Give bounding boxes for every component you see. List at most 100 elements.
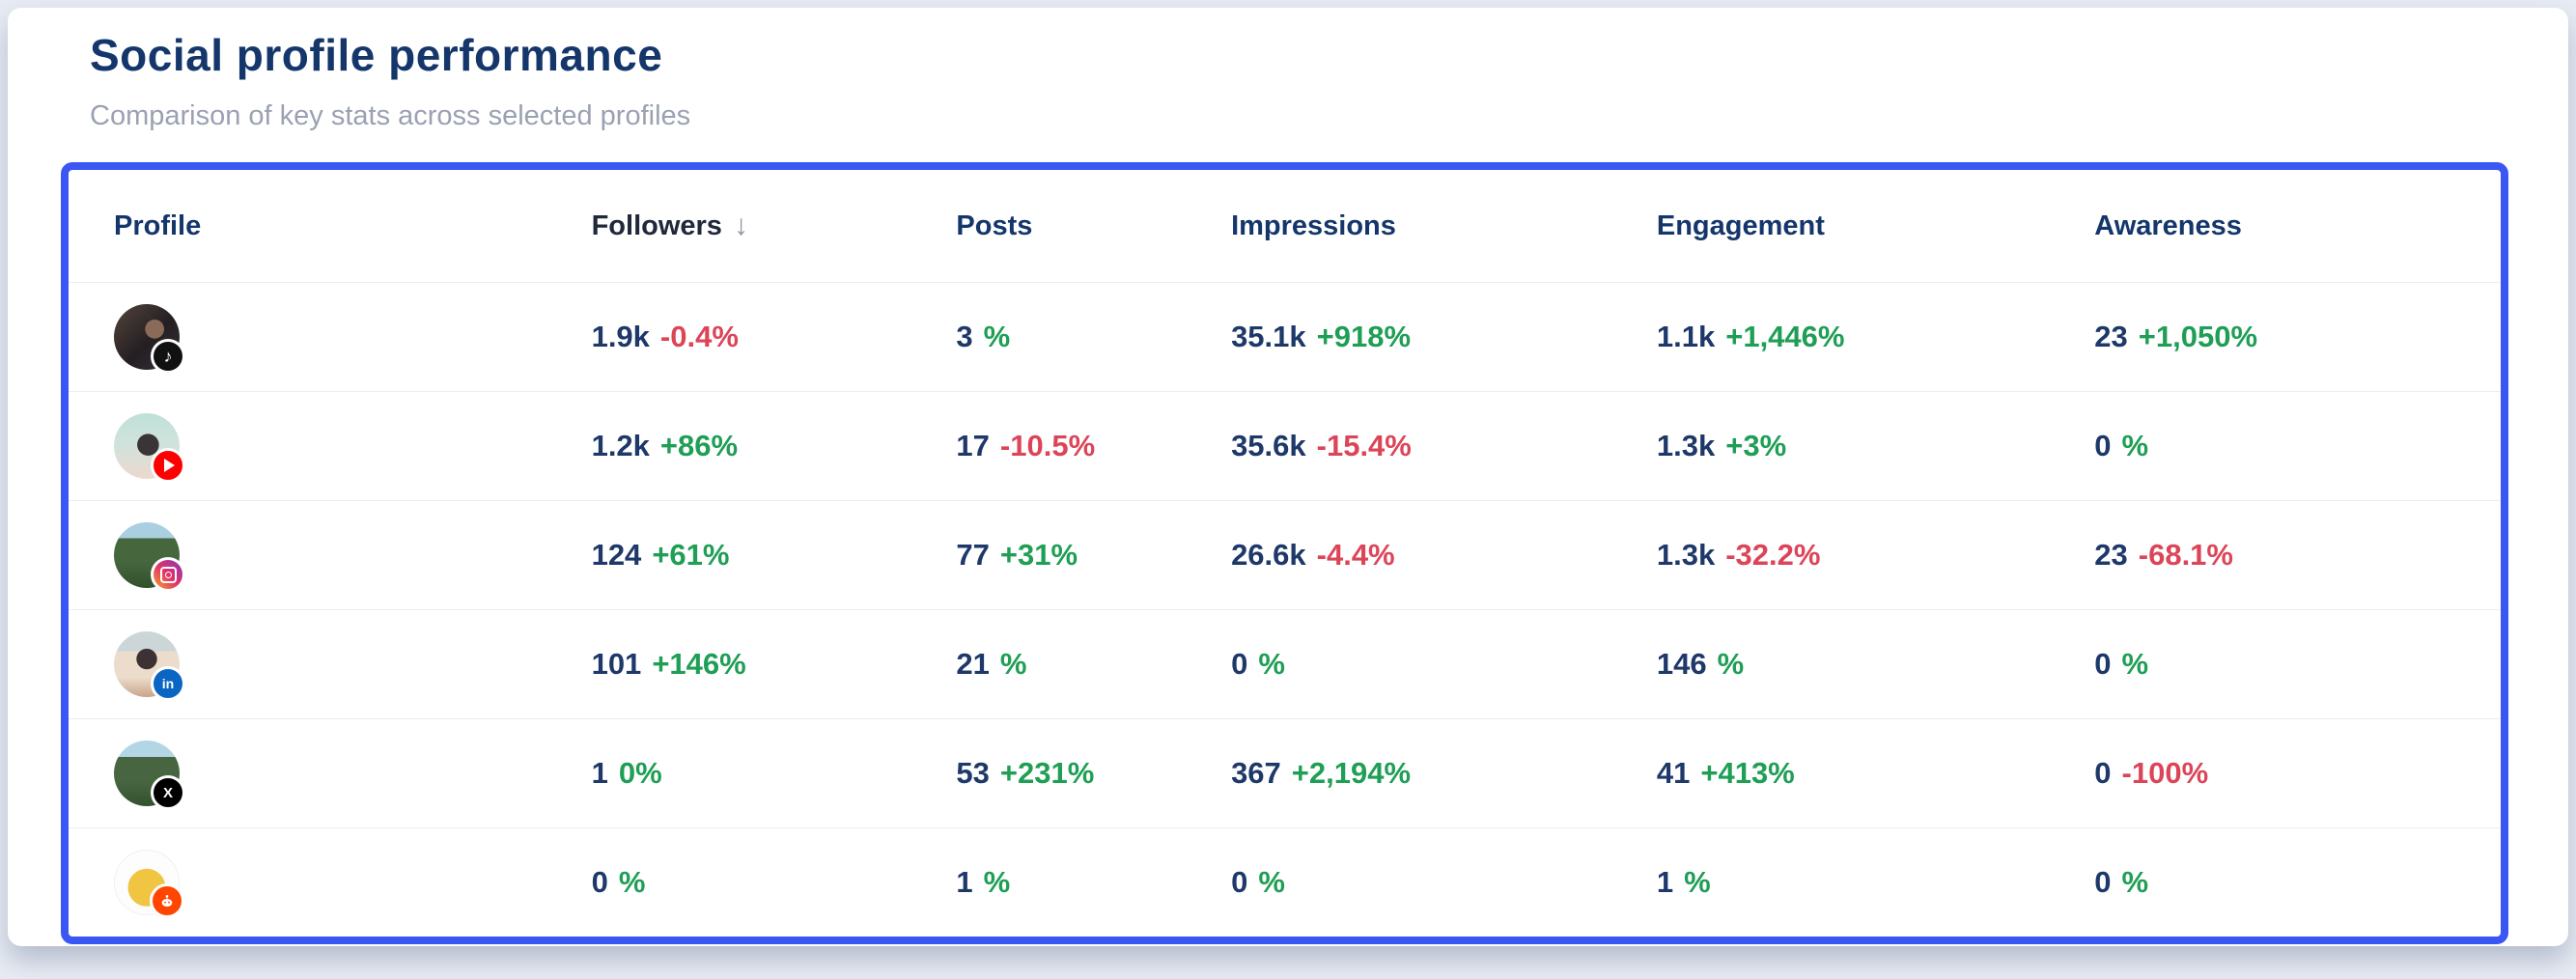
profile-cell — [69, 522, 592, 592]
stat-value: 124 — [591, 538, 642, 572]
column-header-label: Awareness — [2094, 210, 2242, 241]
column-header-engagement[interactable]: Engagement — [1657, 210, 2094, 242]
stat-change: +86% — [659, 429, 739, 462]
stat-value: 146 — [1656, 647, 1707, 681]
profile-avatar[interactable]: ♪ — [114, 304, 185, 374]
profile-avatar[interactable] — [114, 850, 184, 918]
engagement-cell: 1% — [1657, 865, 2094, 900]
profile-cell: in — [69, 631, 592, 701]
stat-value: 0 — [2094, 756, 2112, 790]
stat-change: -15.4% — [1316, 429, 1412, 462]
impressions-cell: 367 +2,194% — [1231, 756, 1657, 791]
stat-value: 23 — [2094, 538, 2128, 572]
stat-change: +413% — [1700, 756, 1795, 790]
stat-value: 0 — [2094, 647, 2112, 681]
stat-change: -32.2% — [1725, 538, 1821, 572]
page-title: Social profile performance — [90, 30, 663, 80]
impressions-cell: 0% — [1231, 865, 1657, 900]
column-header-profile[interactable]: Profile — [69, 210, 592, 242]
stat-change: % — [2121, 865, 2149, 899]
awareness-cell: 23 -68.1% — [2094, 538, 2501, 573]
stat-change: +1,050% — [2138, 320, 2258, 353]
stat-value: 21 — [956, 647, 990, 681]
stat-change: % — [1717, 647, 1745, 681]
stat-change: +31% — [999, 538, 1078, 572]
stat-value: 26.6k — [1231, 538, 1306, 572]
profile-avatar[interactable]: X — [114, 741, 185, 810]
next-row-partial — [69, 937, 2501, 944]
stat-value: 1.3k — [1656, 538, 1716, 572]
awareness-cell: 0 -100% — [2094, 756, 2501, 791]
stat-change: % — [1258, 647, 1285, 681]
table-row[interactable]: 0% 1% 0% 1% 0% — [69, 827, 2501, 937]
stat-value: 0 — [591, 865, 608, 899]
awareness-cell: 0% — [2094, 865, 2501, 900]
stat-change: -100% — [2121, 756, 2209, 790]
page-subtitle: Comparison of key stats across selected … — [90, 100, 691, 131]
instagram-icon — [151, 557, 185, 592]
stat-change: % — [618, 865, 646, 899]
stat-value: 0 — [2094, 429, 2112, 462]
followers-cell: 124 +61% — [592, 538, 957, 573]
stat-value: 77 — [956, 538, 990, 572]
stat-value: 3 — [956, 320, 973, 353]
stat-change: +146% — [652, 647, 746, 681]
column-header-label: Engagement — [1656, 210, 1825, 241]
stat-change: % — [983, 865, 1011, 899]
impressions-cell: 0% — [1231, 647, 1657, 682]
column-header-label: Profile — [114, 210, 202, 241]
table-row[interactable]: 124 +61% 77 +31% 26.6k -4.4% 1.3k -32.2% 23-… — [69, 500, 2501, 609]
stat-value: 1 — [1656, 865, 1674, 899]
profile-avatar[interactable]: in — [114, 631, 185, 701]
followers-cell: 1 0% — [592, 756, 957, 791]
stat-value: 1.2k — [591, 429, 650, 462]
profile-cell: X — [69, 741, 592, 810]
stat-value: 0 — [1231, 865, 1248, 899]
column-header-awareness[interactable]: Awareness — [2094, 210, 2501, 242]
impressions-cell: 26.6k -4.4% — [1231, 538, 1657, 573]
profile-cell — [69, 413, 592, 483]
stat-change: +3% — [1725, 429, 1787, 462]
column-header-posts[interactable]: Posts — [956, 210, 1231, 242]
profile-cell — [69, 850, 592, 918]
stat-change: % — [2121, 429, 2149, 462]
awareness-cell: 23 +1,050% — [2094, 320, 2501, 354]
table-row[interactable]: 1.2k +86% 17 -10.5% 35.6k -15.4% 1.3k +3% 0% — [69, 391, 2501, 500]
stat-change: -4.4% — [1316, 538, 1395, 572]
impressions-cell: 35.6k -15.4% — [1231, 429, 1657, 463]
table-row[interactable]: X 1 0% 53 +231% 367 +2,194% 41 +413% 0 -100% — [69, 718, 2501, 827]
impressions-cell: 35.1k +918% — [1231, 320, 1657, 354]
reddit-icon — [150, 883, 184, 918]
profile-avatar[interactable] — [114, 413, 185, 483]
column-header-label: Impressions — [1231, 210, 1396, 241]
stat-value: 1 — [591, 756, 608, 790]
stat-change: -68.1% — [2138, 538, 2233, 572]
posts-cell: 17 -10.5% — [956, 429, 1231, 463]
table-header-row: Profile Followers ↓ Posts Impressions Eng… — [69, 170, 2501, 282]
stat-change: -10.5% — [999, 429, 1096, 462]
table-row[interactable]: in 101 +146% 21% 0% 146% 0% — [69, 609, 2501, 718]
column-header-label: Posts — [956, 210, 1033, 241]
column-header-impressions[interactable]: Impressions — [1231, 210, 1657, 242]
stat-change: +2,194% — [1291, 756, 1412, 790]
stat-change: +1,446% — [1725, 320, 1845, 353]
engagement-cell: 1.3k +3% — [1657, 429, 2094, 463]
stat-change: % — [999, 647, 1027, 681]
engagement-cell: 1.1k +1,446% — [1657, 320, 2094, 354]
stat-value: 1 — [956, 865, 973, 899]
followers-cell: 0% — [592, 865, 957, 900]
followers-cell: 1.2k +86% — [592, 429, 957, 463]
youtube-icon — [151, 448, 185, 483]
stat-change: +61% — [652, 538, 730, 572]
stat-change: -0.4% — [659, 320, 739, 353]
column-header-followers[interactable]: Followers ↓ — [592, 210, 957, 242]
profile-avatar[interactable] — [114, 522, 185, 592]
table-row[interactable]: ♪ 1.9k -0.4% 3% 35.1k +918% 1.1k +1,446% 23… — [69, 282, 2501, 391]
stat-value: 17 — [956, 429, 990, 462]
stat-value: 1.9k — [591, 320, 650, 353]
stat-change: % — [983, 320, 1011, 353]
stat-value: 1.1k — [1656, 320, 1716, 353]
stat-value: 41 — [1656, 756, 1691, 790]
followers-cell: 101 +146% — [592, 647, 957, 682]
awareness-cell: 0% — [2094, 429, 2501, 463]
